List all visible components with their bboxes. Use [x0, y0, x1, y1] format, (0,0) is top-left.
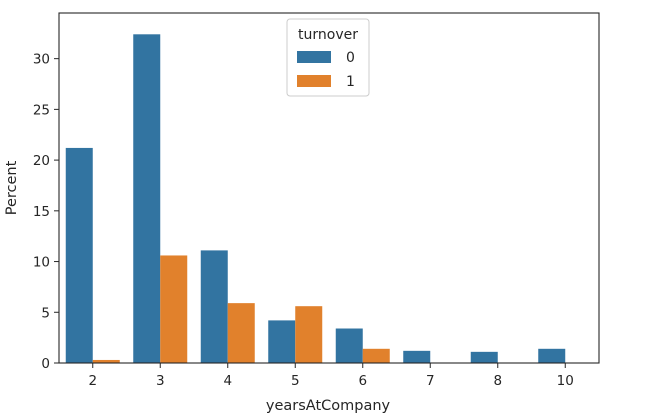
- legend-title: turnover: [298, 27, 358, 43]
- plot-frame: [58, 12, 600, 364]
- x-tick-label: 8: [493, 373, 502, 389]
- x-tick-label: 10: [557, 373, 574, 389]
- bar-0-8: [470, 351, 498, 363]
- y-tick-label: 0: [41, 356, 50, 372]
- x-axis-label: yearsAtCompany: [266, 398, 391, 414]
- x-tick-label: 4: [223, 373, 232, 389]
- bar-0-5: [268, 320, 296, 363]
- legend-swatch-0: [297, 51, 331, 63]
- x-tick-label: 6: [358, 373, 367, 389]
- y-tick-label: 5: [41, 305, 50, 321]
- bar-1-2: [92, 359, 120, 363]
- bar-1-6: [362, 348, 390, 363]
- bar-1-5: [295, 306, 323, 363]
- y-axis-ticks: 0 5 10 15 20 25 30: [33, 52, 59, 372]
- bar-0-7: [403, 350, 431, 363]
- bar-0-10: [538, 348, 566, 363]
- legend: turnover 0 1: [286, 18, 370, 97]
- bar-0-3: [133, 34, 161, 364]
- y-tick-label: 10: [33, 255, 50, 271]
- bar-1-4: [227, 303, 255, 363]
- y-tick-label: 30: [33, 52, 50, 68]
- x-axis-ticks: 2 3 4 5 6 7 8 10: [88, 363, 574, 389]
- y-axis-label: Percent: [4, 160, 20, 215]
- x-tick-label: 2: [88, 373, 97, 389]
- bar-0-2: [65, 147, 93, 363]
- y-tick-label: 25: [33, 102, 50, 118]
- bars-group: [65, 34, 566, 364]
- legend-label-1: 1: [346, 74, 355, 90]
- x-tick-label: 3: [156, 373, 165, 389]
- bar-0-6: [335, 328, 363, 363]
- bar-0-4: [200, 250, 228, 363]
- y-tick-label: 20: [33, 153, 50, 169]
- x-tick-label: 5: [291, 373, 300, 389]
- x-tick-label: 7: [426, 373, 435, 389]
- bar-1-3: [160, 255, 188, 363]
- y-tick-label: 15: [33, 204, 50, 220]
- legend-label-0: 0: [346, 50, 355, 66]
- legend-swatch-1: [297, 75, 331, 87]
